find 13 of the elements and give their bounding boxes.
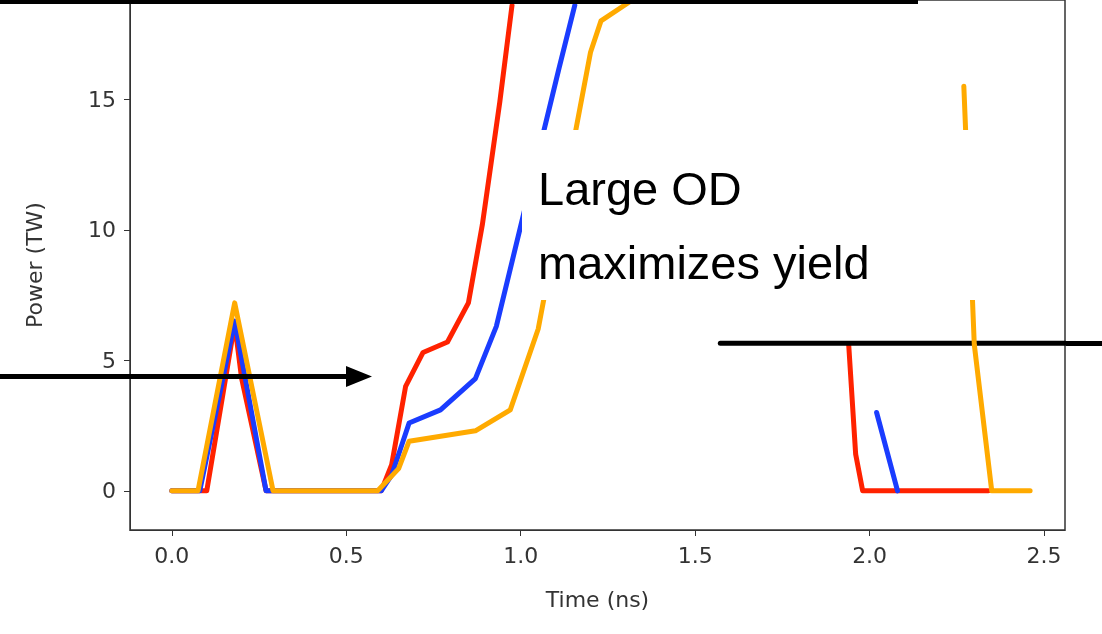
x-tick-label: 0.0 [154,542,190,568]
x-tick-label: 1.0 [503,542,539,568]
x-tick-label: 2.0 [852,542,888,568]
y-axis-title: Power (TW) [21,202,47,328]
y-tick-label: 5 [102,347,116,373]
x-tick-label: 0.5 [328,542,364,568]
y-tick-label: 15 [88,86,116,112]
y-tick-label: 10 [88,217,116,243]
x-tick-label: 2.5 [1026,542,1062,568]
annotation: Large OD maximizes yield [522,130,977,300]
x-axis-title: Time (ns) [544,586,650,612]
x-tick-label: 1.5 [677,542,713,568]
y-tick-label: 0 [102,478,116,504]
